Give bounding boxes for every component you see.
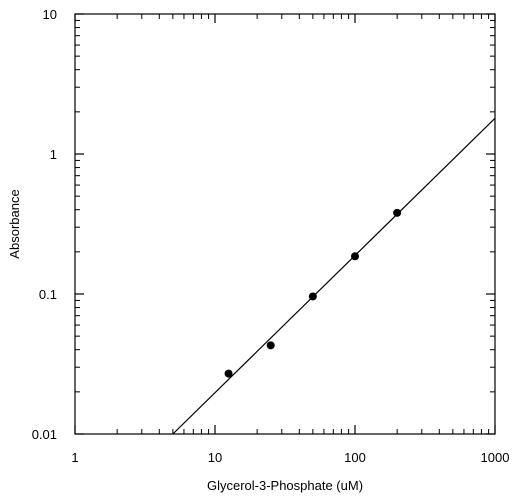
x-tick-label: 100 [344,450,366,465]
x-minor-ticks [116,14,490,434]
plot-area [74,13,496,435]
x-axis-label: Glycerol-3-Phosphate (uM) [207,478,363,493]
y-tick-label: 0.01 [32,427,57,442]
x-tick-label: 10 [208,450,222,465]
fit-line [172,117,496,435]
x-major-ticks [74,14,496,434]
y-tick-label: 0.1 [39,287,57,302]
y-tick-label: 10 [43,7,57,22]
data-point [308,292,317,301]
y-minor-ticks [75,19,495,393]
data-point [224,369,233,378]
y-tick-labels: 0.01 0.1 1 10 [32,7,57,442]
x-tick-label: 1000 [481,450,510,465]
x-tick-label: 1 [71,450,78,465]
data-point [351,252,359,261]
data-point [393,208,402,217]
x-tick-labels: 1 10 100 1000 [71,450,509,465]
y-tick-label: 1 [50,147,57,162]
y-axis-label: Absorbance [7,189,22,258]
y-major-ticks [75,13,495,435]
data-point [266,341,275,350]
plot-frame [74,13,496,435]
series-layer [172,117,496,435]
